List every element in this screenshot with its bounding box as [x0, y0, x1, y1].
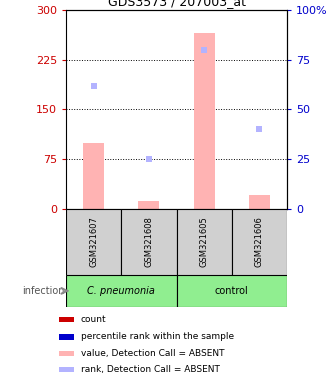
Point [202, 46, 207, 53]
Text: GSM321605: GSM321605 [200, 217, 209, 267]
Text: GSM321606: GSM321606 [255, 217, 264, 267]
Bar [249, 195, 270, 209]
Text: control: control [215, 286, 249, 296]
Text: GSM321607: GSM321607 [89, 217, 98, 267]
Bar [59, 334, 74, 340]
Text: C. pneumonia: C. pneumonia [87, 286, 155, 296]
Point [91, 83, 96, 89]
Text: rank, Detection Call = ABSENT: rank, Detection Call = ABSENT [81, 365, 220, 374]
Bar [66, 275, 177, 307]
Text: GSM321608: GSM321608 [145, 217, 153, 267]
Bar [59, 351, 74, 356]
Bar [232, 209, 287, 275]
Bar [83, 143, 104, 209]
Title: GDS3573 / 207003_at: GDS3573 / 207003_at [108, 0, 246, 8]
Bar [66, 209, 121, 275]
Bar [121, 209, 177, 275]
Text: value, Detection Call = ABSENT: value, Detection Call = ABSENT [81, 349, 224, 358]
Text: count: count [81, 315, 107, 324]
Point [257, 126, 262, 132]
Text: percentile rank within the sample: percentile rank within the sample [81, 333, 234, 341]
Bar [59, 317, 74, 323]
Bar [194, 33, 215, 209]
Point [146, 156, 151, 162]
Bar [138, 201, 159, 209]
Bar [59, 367, 74, 372]
Bar [177, 275, 287, 307]
Bar [177, 209, 232, 275]
Text: infection: infection [22, 286, 65, 296]
